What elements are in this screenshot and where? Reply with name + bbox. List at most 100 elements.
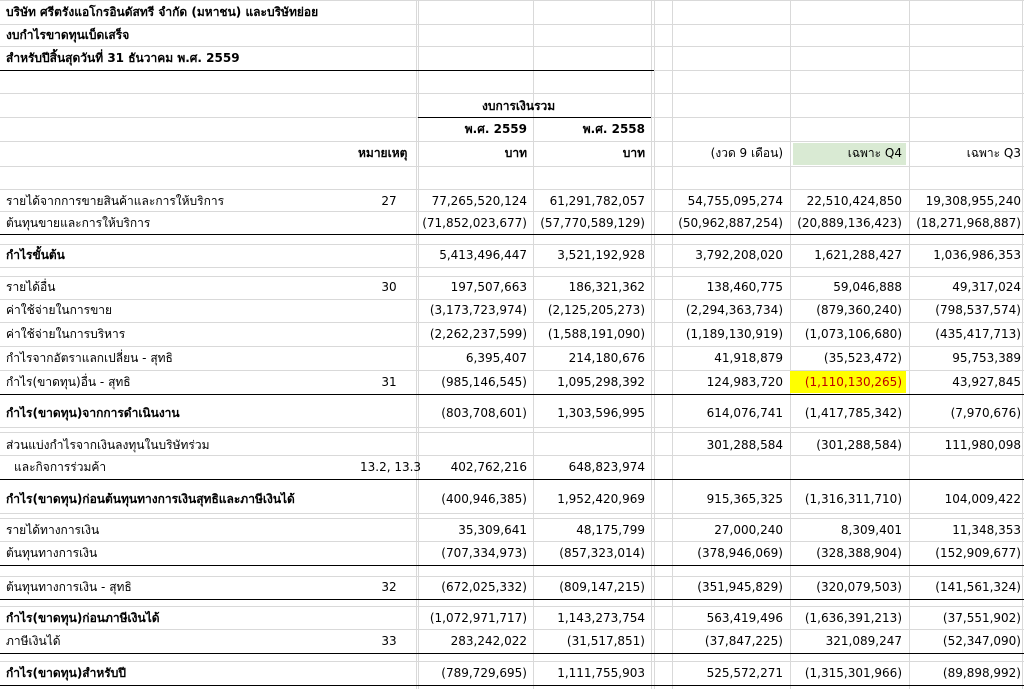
cell-9m: 124,983,720: [706, 375, 783, 389]
cell-2559: (2,262,237,599): [429, 327, 527, 341]
row-line: [0, 565, 1024, 566]
cell-2559: 5,413,496,447: [439, 248, 527, 262]
row-line: [0, 513, 1024, 514]
row-label: ต้นทุนทางการเงิน: [6, 546, 98, 560]
cell-q4: (1,636,391,213): [804, 611, 902, 625]
row-line: [0, 276, 1024, 277]
gridline: [418, 0, 419, 689]
gridline: [790, 0, 791, 689]
row-line: [0, 685, 1024, 686]
period-title: สำหรับปีสิ้นสุดวันที่ 31 ธันวาคม พ.ศ. 25…: [6, 51, 240, 65]
cell-q3: 19,308,955,240: [925, 194, 1021, 208]
cell-2559: (789,729,695): [441, 666, 527, 680]
cell-2559: 197,507,663: [450, 280, 527, 294]
cell-2558: 1,111,755,903: [557, 666, 645, 680]
row-note: 33: [381, 634, 397, 648]
cell-2558: 1,143,273,754: [557, 611, 645, 625]
cell-9m: (37,847,225): [704, 634, 783, 648]
cell-9m: 138,460,775: [706, 280, 783, 294]
row-line: [0, 234, 1024, 235]
cell-2558: (57,770,589,129): [540, 216, 645, 230]
row-label: ค่าใช้จ่ายในการบริหาร: [6, 327, 126, 341]
row-label: กำไร(ขาดทุน)สำหรับปี: [6, 666, 126, 680]
row-line: [0, 653, 1024, 654]
cell-q3: (7,970,676): [950, 406, 1021, 420]
cell-2559: (71,852,023,677): [422, 216, 527, 230]
cell-q4: (20,889,136,423): [797, 216, 902, 230]
gridline: [651, 0, 652, 689]
row-label: กำไร(ขาดทุน)จากการดำเนินงาน: [6, 406, 180, 420]
cell-q3: (89,898,992): [942, 666, 1021, 680]
col-q3: เฉพาะ Q3: [966, 146, 1021, 160]
row-line: [0, 24, 1024, 25]
cell-2559: (3,173,723,974): [429, 303, 527, 317]
cell-9m: 525,572,271: [706, 666, 783, 680]
row-note: 30: [381, 280, 397, 294]
cell-q4: (301,288,584): [816, 438, 902, 452]
cell-9m: 614,076,741: [706, 406, 783, 420]
col-2558: พ.ศ. 2558: [582, 122, 645, 136]
row-line: [0, 576, 1024, 577]
statement-title: งบกำไรขาดทุนเบ็ดเสร็จ: [6, 28, 130, 42]
cell-q3: 49,317,024: [952, 280, 1021, 294]
gridline: [672, 0, 673, 689]
cell-9m: 54,755,095,274: [687, 194, 783, 208]
cell-q3: 104,009,422: [944, 492, 1021, 506]
group-header: งบการเงินรวม: [482, 99, 556, 113]
gridline: [533, 0, 534, 689]
cell-2558: (31,517,851): [566, 634, 645, 648]
cell-q4: (328,388,904): [816, 546, 902, 560]
cell-9m: (351,945,829): [697, 580, 783, 594]
row-line: [0, 479, 1024, 480]
cell-2559: (1,072,971,717): [429, 611, 527, 625]
cell-q4: (320,079,503): [816, 580, 902, 594]
row-label: ค่าใช้จ่ายในการขาย: [6, 303, 113, 317]
cell-q4: (1,315,301,966): [804, 666, 902, 680]
highlight-cell: [790, 371, 906, 393]
row-label: รายได้ทางการเงิน: [6, 523, 100, 537]
cell-2559: (985,146,545): [441, 375, 527, 389]
cell-q3: (52,347,090): [942, 634, 1021, 648]
cell-2558: (1,588,191,090): [547, 327, 645, 341]
header-underline: [0, 70, 654, 71]
cell-2558: (857,323,014): [559, 546, 645, 560]
row-line: [0, 518, 1024, 519]
row-line: [0, 141, 1024, 142]
cell-2558: (2,125,205,273): [547, 303, 645, 317]
row-line: [0, 189, 1024, 190]
row-label: และกิจการร่วมค้า: [14, 460, 107, 474]
col-baht-2: บาท: [622, 146, 645, 160]
row-label: ต้นทุนขายและการให้บริการ: [6, 216, 151, 230]
cell-q4: 59,046,888: [833, 280, 902, 294]
cell-q3: 111,980,098: [944, 438, 1021, 452]
row-line: [654, 70, 1024, 71]
cell-2558: 214,180,676: [568, 351, 645, 365]
cell-2558: 48,175,799: [576, 523, 645, 537]
row-line: [0, 606, 1024, 607]
cell-q4: 22,510,424,850: [806, 194, 902, 208]
cell-2559: 77,265,520,124: [431, 194, 527, 208]
cell-2558: 1,095,298,392: [557, 375, 645, 389]
cell-9m: 301,288,584: [706, 438, 783, 452]
row-note: 31: [381, 375, 397, 389]
row-note: 13.2, 13.3: [360, 460, 422, 474]
row-line: [0, 599, 1024, 600]
row-line: [0, 46, 1024, 47]
cell-q4: 321,089,247: [825, 634, 902, 648]
gridline: [909, 0, 910, 689]
col-baht-1: บาท: [504, 146, 527, 160]
gridline: [416, 0, 417, 689]
row-label: รายได้อื่น: [6, 280, 56, 294]
cell-9m: (1,189,130,919): [685, 327, 783, 341]
row-line: [0, 455, 1024, 456]
row-label: กำไรขั้นต้น: [6, 248, 65, 262]
cell-q4: 1,621,288,427: [814, 248, 902, 262]
col-nine-month: (งวด 9 เดือน): [710, 146, 783, 160]
cell-2558: (809,147,215): [559, 580, 645, 594]
cell-q4: (1,417,785,342): [804, 406, 902, 420]
row-label: กำไร(ขาดทุน)ก่อนต้นทุนทางการเงินสุทธิและ…: [6, 492, 295, 506]
col-2559: พ.ศ. 2559: [464, 122, 527, 136]
row-line: [0, 629, 1024, 630]
cell-q4: (1,316,311,710): [804, 492, 902, 506]
cell-2558: 1,952,420,969: [557, 492, 645, 506]
